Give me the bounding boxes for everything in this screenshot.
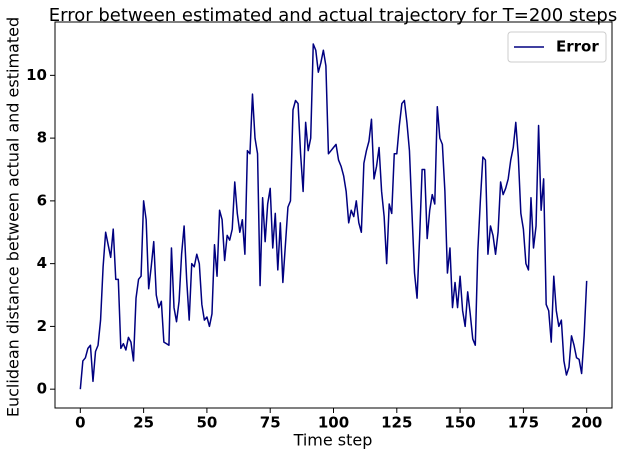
legend-label: Error [556,38,599,56]
y-tick-label: 4 [37,254,47,272]
data-line [79,43,588,390]
plot-frame [54,21,613,409]
x-tick-label: 125 [381,414,412,432]
y-tick-label: 8 [37,129,47,147]
x-tick-label: 200 [571,414,602,432]
x-tick-label: 175 [508,414,539,432]
x-tick-label: 75 [260,414,281,432]
legend-box [507,31,607,63]
y-tick-label: 6 [37,191,47,209]
x-tick-label: 100 [318,414,349,432]
y-tick-label: 10 [26,66,47,84]
x-tick-label: 50 [196,414,217,432]
y-tick-label: 2 [37,317,47,335]
y-tick-label: 0 [37,380,47,398]
x-axis-label: Time step [293,431,373,450]
x-tick-label: 0 [75,414,85,432]
y-axis-label: Euclidean distance between actual and es… [4,17,23,417]
chart-title: Error between estimated and actual traje… [49,5,618,26]
x-tick-label: 150 [444,414,475,432]
x-tick-label: 25 [133,414,154,432]
